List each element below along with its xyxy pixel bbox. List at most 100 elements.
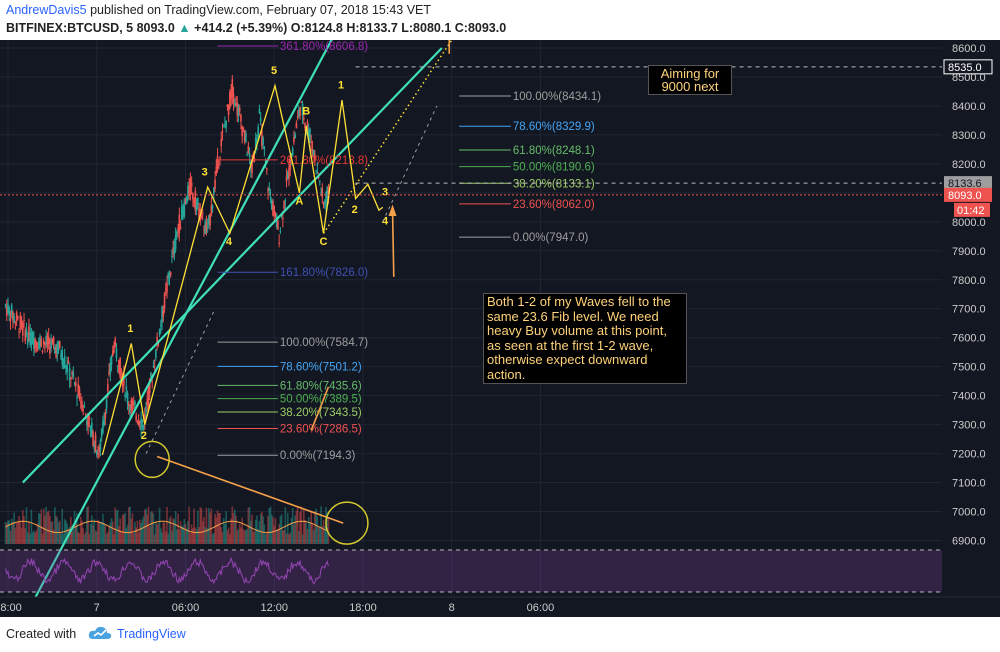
rsi-band	[0, 550, 942, 592]
volume-bar	[160, 528, 162, 544]
price-axis-tag	[944, 176, 992, 191]
volume-bar	[7, 520, 9, 544]
volume-bar	[68, 526, 71, 544]
candle-body	[209, 213, 211, 226]
candle-body	[110, 356, 113, 365]
volume-bar	[248, 506, 251, 544]
volume-bar	[272, 517, 274, 544]
candle-body	[184, 199, 187, 203]
volume-bar	[233, 509, 236, 544]
candle-body	[177, 227, 179, 230]
candle-body	[144, 414, 146, 424]
created-with-text: Created with	[6, 627, 77, 641]
candle-body	[262, 137, 264, 145]
candle-body	[216, 156, 219, 168]
candle-body	[152, 365, 155, 368]
candle-body	[293, 136, 295, 143]
fib-level-label: 23.60%(8062.0)	[513, 199, 595, 211]
volume-bar	[216, 510, 219, 544]
volume-bar	[327, 517, 330, 544]
candle-body	[70, 378, 72, 380]
tradingview-link[interactable]: TradingView	[117, 627, 186, 641]
volume-bar	[81, 520, 83, 544]
volume-bar	[118, 526, 120, 544]
volume-bar	[215, 517, 218, 544]
volume-bar	[289, 532, 292, 544]
volume-bar	[220, 527, 223, 544]
volume-bar	[12, 521, 14, 544]
candle-body	[148, 378, 151, 394]
candle-body	[5, 307, 8, 316]
volume-bar	[309, 522, 311, 544]
candle-body	[178, 214, 181, 234]
candle-body	[176, 231, 178, 236]
volume-bar	[65, 520, 67, 544]
volume-bar	[157, 523, 160, 544]
candle-body	[62, 359, 65, 366]
wave-label: C	[320, 236, 328, 248]
candle-body	[245, 132, 247, 143]
candle-body	[18, 331, 20, 333]
volume-bar	[163, 522, 166, 544]
price-axis[interactable]	[942, 40, 1000, 597]
candle-body	[321, 188, 324, 197]
volume-bar	[195, 529, 198, 544]
time-axis[interactable]	[0, 597, 1000, 617]
volume-bar	[246, 529, 248, 544]
candle-body	[230, 91, 232, 100]
wave-analysis-note: Both 1-2 of my Waves fell to the same 23…	[483, 293, 687, 384]
tradingview-cloud-icon	[88, 626, 112, 639]
volume-bar	[167, 533, 170, 544]
volume-bar	[316, 516, 319, 544]
candle-body	[111, 350, 114, 356]
volume-bar	[51, 521, 54, 544]
candle-body	[303, 117, 305, 120]
candle-body	[115, 348, 118, 359]
volume-bar	[56, 517, 59, 544]
volume-bar	[322, 519, 325, 544]
target-trend-line	[322, 40, 453, 234]
candle-body	[316, 163, 319, 166]
candle-body	[275, 214, 278, 227]
candle-body	[259, 117, 262, 122]
volume-bar	[204, 527, 206, 544]
wave-label: B	[302, 106, 310, 118]
price-chart[interactable]: 361.80%(8606.8) 261.80%(8213.8) 161.80%(78…	[0, 40, 1000, 617]
volume-bar	[171, 530, 173, 544]
candle-body	[57, 342, 60, 351]
price-axis-tick: 7300.0	[952, 420, 986, 432]
volume-bar	[84, 531, 87, 544]
candle-body	[124, 394, 126, 397]
volume-bar	[87, 506, 89, 544]
volume-bar	[104, 525, 107, 544]
volume-bar	[113, 534, 115, 544]
candle-body	[206, 225, 209, 227]
price-axis-tag-text: 8093.0	[948, 190, 982, 202]
volume-bar	[137, 532, 140, 544]
volume-bar	[5, 522, 8, 544]
candle-body	[217, 167, 220, 169]
volume-bar	[217, 512, 220, 544]
author-link[interactable]: AndrewDavis5	[6, 3, 87, 17]
fib-level-label: 0.00%(7947.0)	[513, 232, 589, 244]
candle-body	[171, 255, 173, 258]
volume-bar	[98, 521, 101, 544]
candle-body	[45, 335, 48, 345]
candle-body	[78, 387, 81, 399]
candle-body	[220, 139, 223, 147]
volume-bar	[62, 533, 65, 544]
price-axis-tag	[943, 59, 993, 75]
candle-body	[93, 444, 96, 449]
up-arrow-icon: ▲	[178, 21, 191, 35]
volume-bar	[256, 515, 258, 544]
candle-body	[325, 191, 327, 207]
candle-body	[19, 315, 22, 329]
candle-body	[298, 108, 300, 116]
volume-highlight-circle	[325, 501, 369, 545]
volume-bar	[258, 521, 261, 544]
price-axis-tag	[944, 187, 992, 202]
last-price: 8093.0	[136, 21, 175, 35]
volume-bar	[107, 532, 109, 544]
candle-body	[158, 328, 161, 336]
wave-label: 1	[127, 323, 133, 335]
